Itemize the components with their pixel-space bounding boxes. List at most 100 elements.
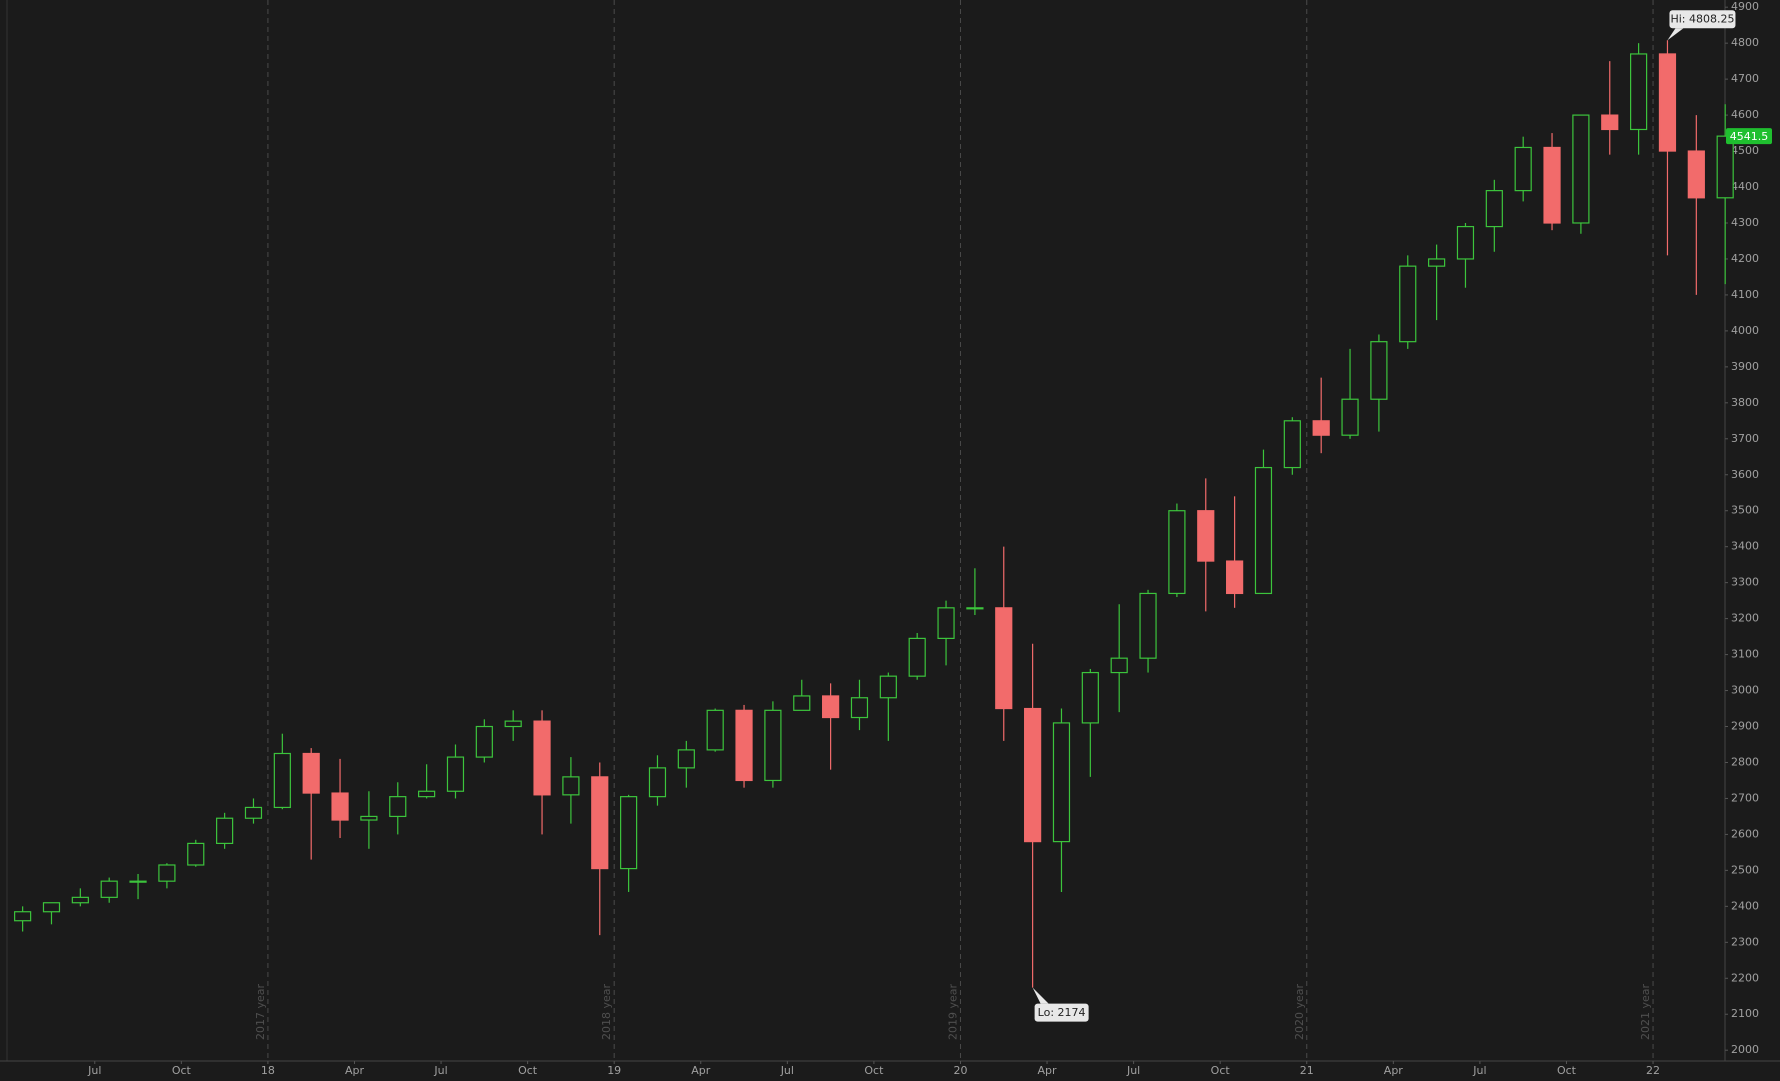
candle-body [1254, 466, 1273, 595]
x-tick-label: Apr [345, 1064, 365, 1077]
y-tick-label: 4500 [1731, 144, 1759, 157]
period-label: 2017 year [254, 983, 267, 1040]
callout-box [1669, 10, 1736, 29]
x-tick-label: 19 [607, 1064, 621, 1077]
y-tick-label: 3900 [1731, 360, 1759, 373]
callout-pointer [1032, 987, 1049, 1004]
period-label: 2018 year [600, 983, 613, 1040]
y-tick-label: 4800 [1731, 36, 1759, 49]
candle-body [129, 880, 147, 883]
candle-body [504, 720, 522, 728]
x-tick-label: Jul [1472, 1064, 1486, 1077]
y-tick-label: 3700 [1731, 432, 1759, 445]
candle-body [42, 902, 61, 913]
x-tick-label: Apr [1038, 1064, 1058, 1077]
period-label: 2021 year [1639, 983, 1652, 1040]
candle-body [1341, 398, 1359, 436]
candle-body [677, 749, 695, 769]
candle-body [1399, 265, 1417, 343]
y-tick-label: 3800 [1731, 396, 1759, 409]
y-tick-label: 4900 [1731, 0, 1759, 13]
y-tick-label: 2500 [1731, 863, 1759, 876]
candle-body [822, 695, 840, 719]
candle-body [908, 637, 926, 677]
y-tick-label: 3400 [1731, 540, 1759, 553]
x-tick-label: Apr [691, 1064, 711, 1077]
x-tick-label: 18 [261, 1064, 275, 1077]
candle-body [995, 607, 1013, 710]
y-tick-label: 3200 [1731, 612, 1759, 625]
candle-body [14, 911, 32, 922]
candle-body [1197, 510, 1215, 562]
y-tick-label: 2100 [1731, 1007, 1759, 1020]
callout-label: Hi: 4808.25 [1670, 13, 1734, 26]
y-tick-label: 3500 [1731, 504, 1759, 517]
candle-body [937, 607, 955, 639]
y-tick-label: 2000 [1731, 1043, 1759, 1056]
candle-body [187, 842, 205, 866]
candle-body [1168, 510, 1186, 595]
x-tick-label: Apr [1384, 1064, 1404, 1077]
y-tick-label: 2200 [1731, 971, 1759, 984]
candle-body [648, 767, 667, 798]
candle-body [1658, 53, 1677, 152]
candle-body [1543, 146, 1561, 224]
candle-body [706, 709, 724, 751]
candle-body [879, 675, 897, 699]
x-tick-label: 22 [1646, 1064, 1660, 1077]
candle-body [1370, 341, 1388, 400]
y-tick-label: 2400 [1731, 899, 1759, 912]
candle-body [850, 697, 869, 719]
last-price-label: 4541.5 [1730, 130, 1769, 143]
candle-body [1630, 53, 1648, 131]
candle-body [764, 709, 782, 782]
candle-body [1428, 258, 1446, 267]
x-tick-label: Jul [1126, 1064, 1140, 1077]
candle-body [793, 695, 811, 711]
candle-body [244, 806, 263, 819]
x-tick-label: Jul [87, 1064, 101, 1077]
candle-body [1024, 707, 1042, 843]
x-tick-label: 20 [953, 1064, 967, 1077]
candle-body [1052, 722, 1071, 843]
candle-body [1226, 560, 1244, 595]
candle-body [331, 792, 349, 821]
candle-body [533, 720, 551, 796]
candle-body [1110, 657, 1128, 674]
y-tick-label: 4200 [1731, 252, 1759, 265]
y-tick-label: 2900 [1731, 720, 1759, 733]
period-label: 2019 year [946, 983, 959, 1040]
candle-body [1572, 114, 1590, 224]
candle-body [360, 815, 378, 821]
candle-body [1456, 225, 1475, 260]
candle-body [1687, 150, 1705, 199]
y-tick-label: 2800 [1731, 755, 1759, 768]
last-price-tag [1726, 128, 1772, 145]
candle-body [1514, 146, 1532, 192]
y-tick-label: 4600 [1731, 108, 1759, 121]
candle-body [100, 880, 118, 898]
y-tick-label: 2600 [1731, 827, 1759, 840]
x-tick-label: Oct [1211, 1064, 1231, 1077]
y-tick-label: 4100 [1731, 288, 1759, 301]
x-tick-label: Jul [433, 1064, 447, 1077]
y-tick-label: 3000 [1731, 684, 1759, 697]
x-tick-label: Oct [172, 1064, 192, 1077]
candle-body [1716, 135, 1734, 199]
y-tick-label: 3600 [1731, 468, 1759, 481]
callout-box [1034, 1003, 1089, 1022]
candle-body [1312, 420, 1330, 436]
candle-body [591, 776, 609, 870]
candle-body [475, 725, 493, 758]
y-tick-label: 3100 [1731, 648, 1759, 661]
candle-body [71, 896, 89, 904]
x-tick-label: 21 [1300, 1064, 1314, 1077]
y-tick-label: 2700 [1731, 791, 1759, 804]
candle-body [735, 709, 753, 782]
y-tick-label: 2300 [1731, 935, 1759, 948]
candle-body [562, 776, 580, 796]
y-tick-label: 3300 [1731, 576, 1759, 589]
x-tick-label: Oct [518, 1064, 538, 1077]
